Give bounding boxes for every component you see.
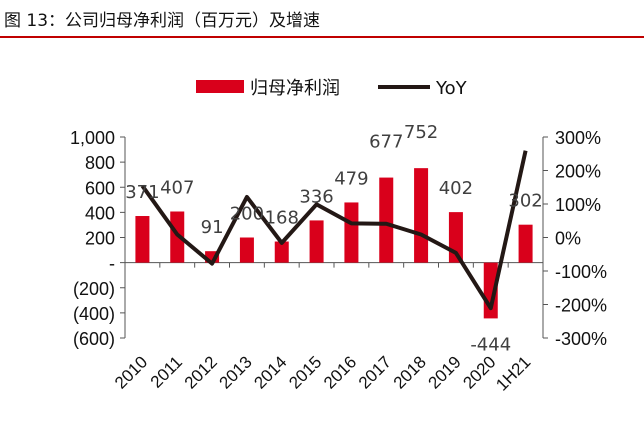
bar-2017 (379, 177, 394, 263)
right-tick-label: -300% (555, 329, 607, 349)
x-tick-label: 1H21 (492, 352, 534, 394)
data-label: 402 (439, 178, 473, 199)
left-tick-label: 800 (85, 153, 115, 173)
bar-2014 (274, 241, 289, 263)
right-tick-label: -100% (555, 262, 607, 282)
bar-2010 (135, 216, 150, 263)
yoy-line (140, 150, 528, 311)
x-tick-label: 2019 (425, 352, 465, 392)
x-tick-label: 2018 (390, 352, 430, 392)
left-tick-label: (400) (73, 304, 115, 324)
left-tick-label: 1,000 (70, 128, 115, 148)
data-label: 336 (299, 186, 333, 207)
bar-2013 (239, 237, 254, 263)
data-label: 479 (334, 168, 368, 189)
x-tick-label: 2012 (181, 352, 221, 392)
legend-bar-swatch (196, 80, 244, 93)
right-tick-label: 0% (555, 229, 581, 249)
x-tick-label: 2020 (459, 352, 499, 392)
data-label: 200 (230, 204, 264, 225)
left-tick-label: (600) (73, 329, 115, 349)
right-tick-label: 200% (555, 162, 601, 182)
x-tick-label: 2011 (147, 352, 186, 391)
x-tick-label: 2017 (355, 352, 395, 392)
right-tick-label: 300% (555, 128, 601, 148)
data-label: 168 (265, 208, 299, 229)
left-tick-label: - (109, 254, 115, 274)
x-tick-label: 2014 (250, 352, 290, 392)
bar-2015 (309, 220, 324, 263)
bar-2016 (344, 202, 359, 263)
title-underline (0, 36, 644, 38)
figure-title: 图 13：公司归母净利润（百万元）及增速 (4, 11, 321, 31)
right-tick-label: -200% (555, 296, 607, 316)
left-tick-label: 600 (85, 178, 115, 198)
left-tick-label: (200) (73, 279, 115, 299)
legend-bar-label: 归母净利润 (250, 78, 340, 99)
left-tick-label: 200 (85, 229, 115, 249)
right-tick-label: 100% (555, 195, 601, 215)
bar-2018 (414, 168, 429, 263)
x-tick-label: 2016 (320, 352, 360, 392)
x-tick-label: 2015 (285, 352, 325, 392)
bar-1H21 (518, 224, 533, 263)
data-label: 752 (404, 122, 438, 143)
x-tick-label: 2013 (216, 352, 256, 392)
data-label: 91 (201, 217, 224, 238)
data-label: -444 (470, 334, 511, 355)
legend-line-label: YoY (435, 78, 468, 99)
data-label: 407 (160, 177, 194, 198)
data-label: 302 (508, 191, 542, 212)
data-label: 677 (369, 132, 403, 153)
left-tick-label: 400 (85, 203, 115, 223)
data-label: 371 (125, 182, 159, 203)
x-tick-label: 2010 (111, 352, 151, 392)
bar-2012 (205, 251, 220, 263)
